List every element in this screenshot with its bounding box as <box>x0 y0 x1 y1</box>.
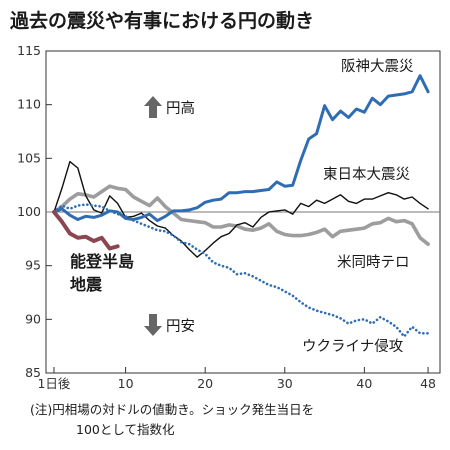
down-arrow-icon <box>144 314 162 336</box>
label-hanshin: 阪神大震災 <box>341 58 414 75</box>
y-tick-label: 85 <box>25 365 41 380</box>
axes: 85 90 95 100 105 110 115 1日後 10 20 30 40 48 <box>17 43 441 391</box>
y-tick-label: 110 <box>17 97 41 112</box>
note-line1: (注)円相場の対ドルの値動き。ショック発生当日を <box>30 402 314 417</box>
y-tick-label: 90 <box>25 311 41 326</box>
chart-title: 過去の震災や有事における円の動き <box>10 9 314 32</box>
label-noto-line2: 地震 <box>70 275 103 294</box>
up-arrow-icon <box>144 96 162 118</box>
y-tick-label: 100 <box>17 204 41 219</box>
x-tick-label: 40 <box>356 376 372 391</box>
yen-up-label: 円高 <box>166 100 195 117</box>
y-tick-label: 115 <box>17 43 41 58</box>
series-line-0 <box>52 74 430 223</box>
x-tick-label: 1日後 <box>37 376 70 391</box>
x-tick-label: 20 <box>197 376 213 391</box>
label-noto-line1: 能登半島 <box>70 252 134 271</box>
note-line2: 100として指数化 <box>76 422 175 437</box>
y-tick-label: 105 <box>17 150 41 165</box>
yen-depreciation-annotation: 円安 <box>144 314 195 336</box>
series-line-1 <box>53 160 429 258</box>
yen-appreciation-annotation: 円高 <box>144 96 195 118</box>
series-line-3 <box>52 203 430 338</box>
yen-down-label: 円安 <box>166 318 195 335</box>
label-terror: 米同時テロ <box>337 254 410 271</box>
series-line-4 <box>52 210 120 251</box>
label-ukraine: ウクライナ侵攻 <box>302 338 404 355</box>
y-tick-label: 95 <box>25 258 41 273</box>
series-line-2 <box>52 184 430 246</box>
x-tick-label: 48 <box>420 376 436 391</box>
x-tick-label: 10 <box>118 376 134 391</box>
series-lines <box>52 74 430 338</box>
x-tick-label: 30 <box>277 376 293 391</box>
label-higashi-nihon: 東日本大震災 <box>323 166 410 183</box>
